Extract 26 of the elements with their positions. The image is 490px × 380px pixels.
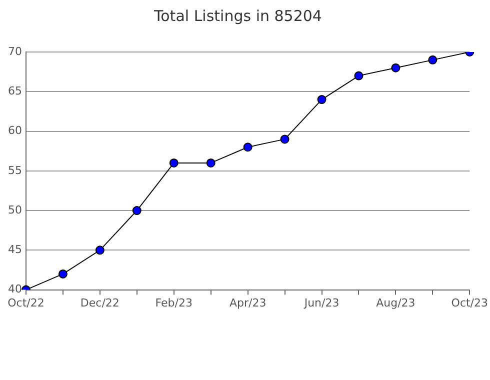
x-tick-label: Oct/23 xyxy=(451,296,488,310)
y-tick-label: 50 xyxy=(8,203,22,216)
x-tick-label: Feb/23 xyxy=(155,296,192,310)
x-tick-label: Apr/23 xyxy=(229,296,266,310)
x-tick-label: Dec/22 xyxy=(80,296,120,310)
y-tick-label: 65 xyxy=(8,84,22,98)
point xyxy=(428,55,438,64)
x-tick-label: Jun/23 xyxy=(303,296,340,310)
point xyxy=(169,158,178,168)
point xyxy=(280,134,290,144)
chart-title: Total Listings in 85204 xyxy=(153,6,322,25)
point xyxy=(206,158,216,168)
point xyxy=(243,142,252,152)
point xyxy=(354,71,364,80)
y-tick-label: 60 xyxy=(8,124,22,138)
y-tick-label: 45 xyxy=(8,243,22,256)
y-tick-label: 40 xyxy=(8,282,22,296)
y-tick-label: 70 xyxy=(8,44,22,58)
y-tick-label: 55 xyxy=(8,164,22,177)
point xyxy=(391,63,400,72)
point xyxy=(132,206,142,216)
point xyxy=(317,95,326,104)
x-tick-label: Aug/23 xyxy=(376,296,416,310)
x-tick-label: Oct/22 xyxy=(8,296,44,310)
point xyxy=(58,269,68,278)
point xyxy=(95,246,104,255)
